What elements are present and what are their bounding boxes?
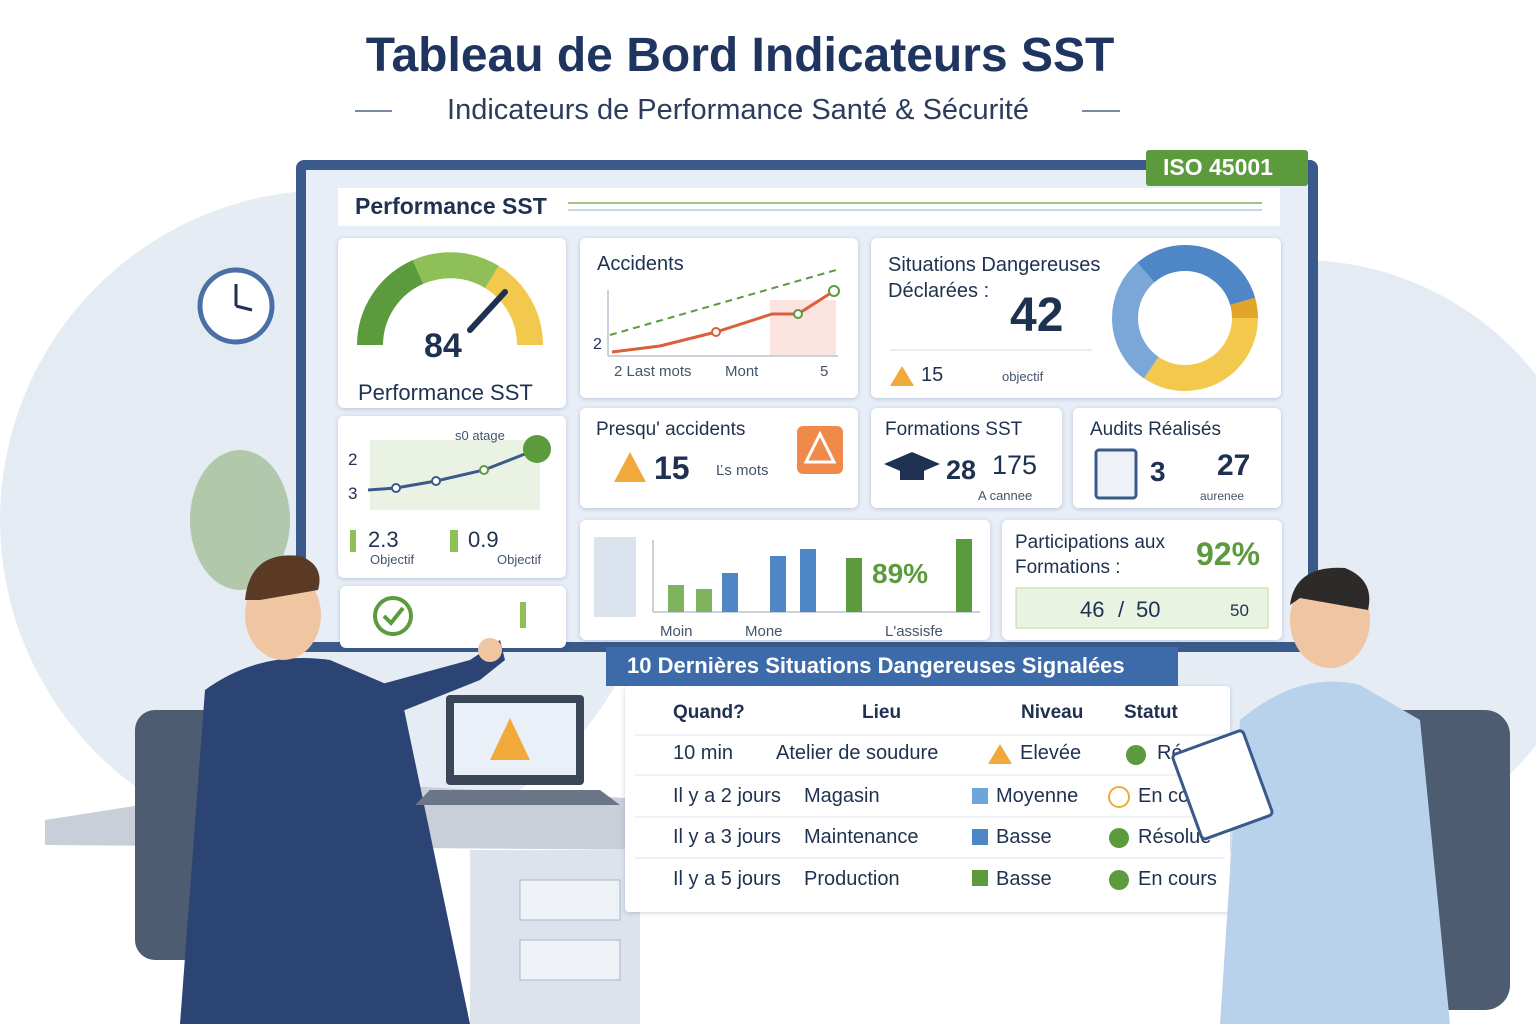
decor-rect <box>60 340 150 540</box>
table-header: Quand? <box>673 702 745 723</box>
training-note: A cannee <box>978 488 1033 503</box>
axis-label: 2 <box>593 336 602 353</box>
bars-percent: 89% <box>872 558 929 589</box>
card-title: Accidents <box>597 253 684 275</box>
near-miss-value: 15 <box>654 450 690 486</box>
axis-label: Mont <box>725 363 759 380</box>
table-cell: Magasin <box>804 785 880 807</box>
card-title: Presqu' accidents <box>596 419 746 440</box>
target-label: objectif <box>1002 369 1044 384</box>
table-cell: En cour <box>1138 785 1207 807</box>
axis-label: L'assisfe <box>885 623 943 640</box>
card-title: Audits Réalisés <box>1090 419 1221 440</box>
table-cell: Basse <box>996 826 1052 848</box>
table-cell: Il y a 3 jours <box>673 826 781 848</box>
decor-rect <box>338 188 1280 226</box>
stat-label: Objectif <box>370 552 415 567</box>
table-header: Niveau <box>1021 702 1084 723</box>
audits-note: aurenee <box>1200 489 1245 503</box>
decor-rect <box>519 879 621 921</box>
axis-label: Moin <box>660 623 693 640</box>
table-cell: 10 min <box>673 742 734 764</box>
card-title: Participations aux Formations : <box>1015 532 1165 578</box>
bars-card <box>580 520 990 640</box>
situations-value: 42 <box>1010 289 1064 342</box>
panel-title: Performance SST <box>355 193 547 219</box>
subtitle: Indicateurs de Performance Santé & Sécur… <box>447 94 1029 126</box>
title: Tableau de Bord Indicateurs SST <box>365 29 1115 82</box>
participation-percent: 92% <box>1196 536 1261 572</box>
decor-rect <box>519 939 621 981</box>
card-title: Formations SST <box>885 419 1023 440</box>
badge: ISO 45001 <box>1163 154 1273 180</box>
audits-count: 27 <box>1217 449 1251 482</box>
participation-separator: / <box>1118 597 1125 622</box>
table-cell: Ré <box>1157 742 1183 764</box>
training-value: 28 <box>946 455 977 485</box>
decor-rect <box>470 850 640 1024</box>
table-cell: En cours <box>1138 868 1217 890</box>
gauge-value: 84 <box>424 327 462 365</box>
training-count: 175 <box>992 450 1038 480</box>
audits-value: 3 <box>1150 456 1166 487</box>
stat-value: 2.3 <box>368 527 399 552</box>
table-header: Lieu <box>862 702 902 723</box>
near-miss-note: Ľs mots <box>716 462 769 479</box>
trend-y-label: 3 <box>348 484 358 503</box>
gauge-label: Performance SST <box>358 380 533 405</box>
table-cell: Résolue <box>1138 826 1212 848</box>
table-title: 10 Dernières Situations Dangereuses Sign… <box>627 653 1125 678</box>
table-cell: Moyenne <box>996 785 1079 807</box>
icon-card <box>340 586 566 648</box>
participation-target: 50 <box>1230 601 1249 620</box>
table-cell: Production <box>804 868 900 890</box>
table-cell: Maintenance <box>804 826 919 848</box>
trend-legend: s0 atage <box>455 428 505 443</box>
table-cell: Il y a 2 jours <box>673 785 781 807</box>
stat-value: 0.9 <box>468 527 499 552</box>
table-cell: Atelier de soudure <box>776 742 939 764</box>
table-cell: Il y a 5 jours <box>673 868 781 890</box>
decor-rect <box>1400 360 1510 540</box>
warning-count: 15 <box>921 364 944 386</box>
decor-rect <box>1146 150 1308 186</box>
table-cell: Elevée <box>1020 742 1082 764</box>
decor-line <box>235 304 253 312</box>
decor-rect <box>1330 320 1390 540</box>
trend-y-label: 2 <box>348 450 358 469</box>
decor-ellipse <box>190 450 290 590</box>
stat-label: Objectif <box>497 552 542 567</box>
table-cell: Basse <box>996 868 1052 890</box>
card-title: Situations Dangereuses Déclarées : <box>888 254 1101 302</box>
axis-label: 2 Last mots <box>614 363 692 380</box>
participation-done: 46 <box>1080 597 1105 622</box>
axis-label: 5 <box>820 363 829 380</box>
table-header: Statut <box>1124 702 1178 723</box>
axis-label: Mone <box>745 623 783 640</box>
participation-total: 50 <box>1136 597 1161 622</box>
